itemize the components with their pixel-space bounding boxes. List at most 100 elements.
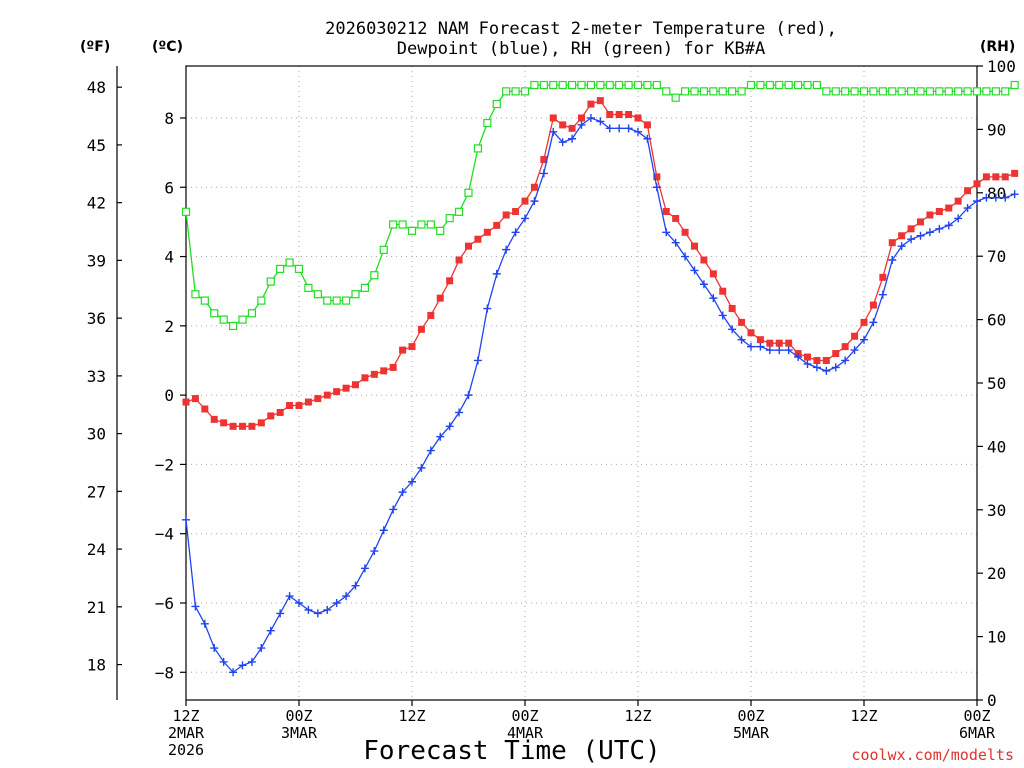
dewpoint-point [351,581,360,590]
dewpoint-point [935,224,944,233]
dewpoint-point [690,266,699,275]
dewpoint-point [295,598,303,607]
temperature-point [210,415,218,423]
dewpoint-point [464,391,473,400]
axes: −8−6−4−202468182124273033363942454801020… [87,57,1016,759]
dewpoint-point [238,661,247,670]
time-tick-label: 6MAR [959,724,996,742]
temperature-point [917,218,924,226]
rh-point [793,80,803,90]
celsius-tick-label: −2 [155,455,174,474]
dewpoint-point [379,526,388,535]
temperature-point [756,336,764,344]
rh-point [1010,80,1019,90]
dewpoint-point [897,242,906,251]
rh-point [341,296,351,305]
dewpoint-point [803,359,812,368]
rh-point [709,87,718,96]
time-tick-label: 3MAR [281,724,318,742]
temperature-point [474,235,482,243]
rh-point [822,87,831,96]
temperature-point [596,97,604,105]
dewpoint-point [973,197,981,206]
temperature-point [248,422,256,430]
chart-title-line-1: 2026030212 NAM Forecast 2-meter Temperat… [325,19,837,39]
dewpoint-point [426,446,435,455]
celsius-tick-label: −4 [155,525,174,544]
time-tick-label: 12Z [398,707,425,725]
rh-point [963,87,972,96]
celsius-tick-label: 2 [164,317,174,336]
temperature-point [700,256,708,264]
celsius-tick-label: −8 [155,663,174,682]
temperature-point [888,239,896,247]
temperature-point [455,256,463,264]
temperature-point [775,339,783,347]
rh-point [690,87,699,96]
temperature-point [766,339,774,347]
dewpoint-point [888,256,897,265]
rh-point [417,220,426,229]
rh-tick-label: 70 [987,247,1006,266]
rh-point [831,87,840,96]
dewpoint-point [455,408,464,417]
temperature-point [229,422,237,430]
time-tick-label: 2MAR [168,724,205,742]
rh-tick-label: 10 [987,628,1006,647]
dewpoint-point [445,422,454,431]
rh-point [671,93,680,102]
rh-point [784,80,793,90]
rh-point [680,87,690,96]
dewpoint-point [831,363,840,372]
rh-point [426,220,435,229]
temperature-point [879,273,887,281]
rh-point [238,315,247,324]
temperature-point [352,381,359,389]
temperature-point [907,225,915,233]
dewpoint-point [483,304,492,313]
rh-point [436,226,445,235]
rh-point [228,321,238,331]
temperature-point [851,332,859,340]
dewpoint-point [370,547,379,556]
celsius-tick-label: 8 [164,109,174,128]
rh-point [624,80,633,90]
rh-point [803,80,812,90]
dewpoint-point [944,221,953,230]
dewpoint-point [878,290,887,299]
temperature-point [276,408,284,416]
dewpoint-point [860,335,868,344]
temperature-point [370,370,378,378]
temperature-point [201,405,209,413]
rh-point [181,207,191,216]
rh-point [511,87,520,96]
dewpoint-point [502,245,511,254]
temperature-point [295,402,303,410]
rh-tick-label: 0 [987,691,997,710]
dewpoint-point [257,644,266,653]
fahrenheit-tick-label: 45 [87,136,106,155]
rh-point [276,264,285,273]
fahrenheit-tick-label: 39 [87,251,106,270]
temperature-point [587,100,595,108]
rh-tick-label: 30 [987,501,1006,520]
rh-point [850,87,859,96]
rh-point [605,80,614,90]
temperature-point [785,339,793,347]
temperature-point [841,343,849,351]
series-layer [181,80,1019,677]
rh-point [775,80,784,90]
temperature-point [1001,173,1009,181]
temperature-point [257,419,265,427]
dewpoint-point [586,113,595,122]
dewpoint-point [417,463,426,472]
dewpoint-series [182,113,1019,677]
temperature-point [304,398,312,406]
dewpoint-point [850,346,859,355]
celsius-tick-label: 4 [164,248,174,267]
rh-axis-header: (RH) [980,39,1015,55]
temperature-point [540,156,548,164]
rh-point [935,87,944,96]
dewpoint-point [577,120,586,129]
